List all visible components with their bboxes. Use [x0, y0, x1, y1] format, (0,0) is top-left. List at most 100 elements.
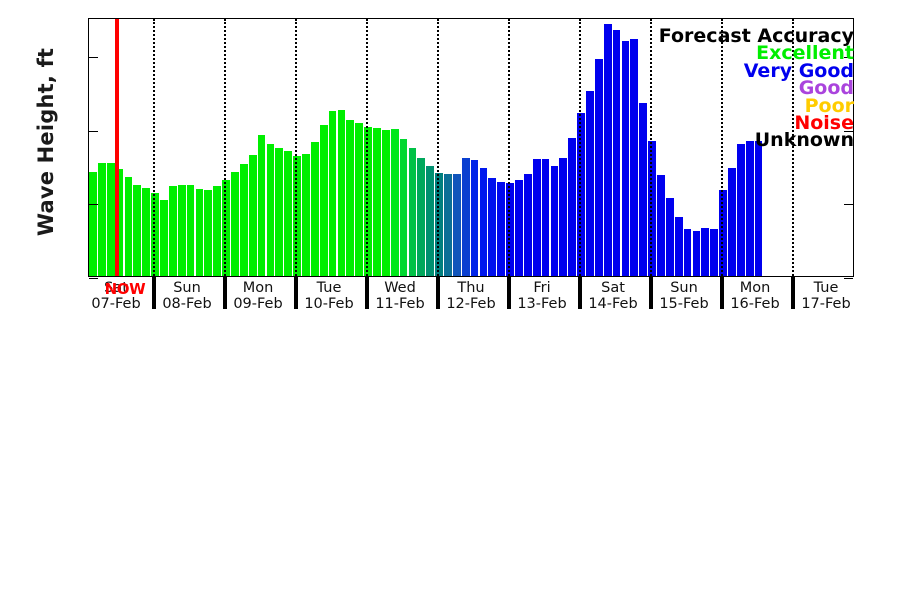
- plot-inner: [89, 19, 853, 276]
- forecast-bar: [97, 163, 106, 276]
- forecast-bar: [328, 111, 337, 276]
- day-separator-line: [578, 19, 581, 276]
- forecast-bar: [160, 200, 168, 276]
- forecast-bar: [692, 231, 701, 276]
- x-axis-day-tick: [435, 277, 440, 309]
- forecast-bar: [586, 91, 594, 276]
- forecast-bar: [337, 110, 346, 276]
- forecast-bar: [195, 189, 204, 276]
- y-axis-tick: [844, 204, 853, 206]
- legend-item-excellent: Excellent: [756, 42, 854, 65]
- day-date: 09-Feb: [233, 296, 283, 312]
- forecast-bar: [497, 181, 506, 276]
- day-date: 17-Feb: [801, 296, 851, 312]
- forecast-bar: [222, 180, 230, 276]
- y-axis-tick: [89, 278, 98, 279]
- x-axis-day-label: Mon 16-Feb: [710, 280, 800, 312]
- forecast-bar: [257, 134, 266, 276]
- forecast-bar: [346, 120, 355, 276]
- day-date: 08-Feb: [162, 296, 212, 312]
- forecast-bar: [355, 122, 364, 276]
- x-axis-day-tick: [648, 277, 653, 309]
- x-axis-day-tick: [364, 277, 369, 309]
- forecast-bar: [417, 158, 426, 276]
- day-separator-line: [152, 19, 155, 276]
- day-date: 13-Feb: [517, 296, 567, 312]
- forecast-bar: [541, 159, 550, 276]
- day-of-week: Sat: [104, 280, 128, 296]
- day-of-week: Mon: [242, 280, 274, 296]
- y-axis-tick: [89, 57, 98, 59]
- x-axis-day-label: Tue 10-Feb: [284, 280, 374, 312]
- x-axis-day-label: Sat 14-Feb: [568, 280, 658, 312]
- day-separator-line: [720, 19, 723, 276]
- forecast-bar: [630, 39, 639, 276]
- legend-items: Excellent Very Good Good Poor Noise Unknown: [659, 42, 854, 150]
- legend: Forecast Accuracy Excellent Very Good Good…: [658, 25, 854, 150]
- forecast-bar: [719, 189, 727, 276]
- forecast-bar: [674, 217, 683, 276]
- forecast-bar: [373, 128, 381, 276]
- day-of-week: Fri: [533, 280, 551, 296]
- forecast-bar: [621, 40, 630, 276]
- legend-item-very-good: Very Good: [743, 59, 854, 82]
- day-separator-line: [365, 19, 368, 276]
- forecast-bar: [612, 29, 621, 276]
- forecast-bar: [736, 143, 745, 276]
- legend-title: Forecast Accuracy: [658, 25, 854, 47]
- forecast-bar: [745, 140, 754, 276]
- forecast-bar: [390, 128, 399, 276]
- forecast-bar: [381, 129, 390, 276]
- forecast-bar: [408, 147, 417, 276]
- forecast-bar: [239, 164, 248, 276]
- x-axis-day-label: Mon 09-Feb: [213, 280, 303, 312]
- forecast-bar: [710, 228, 719, 276]
- legend-item-noise: Noise: [794, 112, 854, 135]
- x-axis-day-label: Sat 07-Feb: [71, 280, 161, 312]
- y-axis-tick: [844, 130, 853, 132]
- x-axis-day-tick: [790, 277, 795, 309]
- forecast-bar: [568, 138, 577, 276]
- day-of-week: Sat: [601, 280, 625, 296]
- forecast-bar: [515, 180, 523, 276]
- forecast-bar: [151, 192, 159, 276]
- forecast-bar: [701, 228, 710, 276]
- forecast-bar: [532, 159, 541, 276]
- x-axis-day-label: Thu 12-Feb: [426, 280, 516, 312]
- forecast-bar: [124, 176, 133, 276]
- y-axis-tick: [844, 278, 853, 279]
- day-of-week: Sun: [173, 280, 201, 296]
- x-axis-day-tick: [719, 277, 724, 309]
- forecast-bar: [506, 182, 514, 276]
- day-of-week: Tue: [316, 280, 342, 296]
- day-date: 10-Feb: [304, 296, 354, 312]
- y-axis-tick: [89, 204, 98, 206]
- forecast-bar: [550, 165, 559, 276]
- forecast-bar: [683, 228, 692, 276]
- forecast-bar: [186, 184, 195, 276]
- x-axis-day-tick: [293, 277, 298, 309]
- forecast-bar: [364, 126, 372, 276]
- now-marker-label: NOW: [104, 280, 146, 298]
- x-axis-day-tick: [577, 277, 582, 309]
- day-separator-line: [507, 19, 510, 276]
- plot-area: [88, 18, 854, 279]
- forecast-bar: [523, 174, 532, 276]
- forecast-bar: [754, 141, 763, 276]
- forecast-bar: [577, 113, 585, 276]
- day-of-week: Wed: [384, 280, 416, 296]
- forecast-bar: [231, 171, 239, 276]
- legend-item-good: Good: [798, 77, 854, 100]
- x-axis-day-label: Tue 17-Feb: [781, 280, 871, 312]
- day-of-week: Tue: [813, 280, 839, 296]
- forecast-bar: [594, 58, 603, 276]
- day-date: 14-Feb: [588, 296, 638, 312]
- y-axis-tick: [844, 57, 853, 59]
- day-separator-line: [649, 19, 652, 276]
- forecast-bar: [284, 150, 293, 276]
- day-date: 16-Feb: [730, 296, 780, 312]
- x-axis-day-tick: [506, 277, 511, 309]
- forecast-bar: [470, 160, 479, 276]
- forecast-bar: [319, 125, 328, 276]
- forecast-bar: [310, 142, 319, 276]
